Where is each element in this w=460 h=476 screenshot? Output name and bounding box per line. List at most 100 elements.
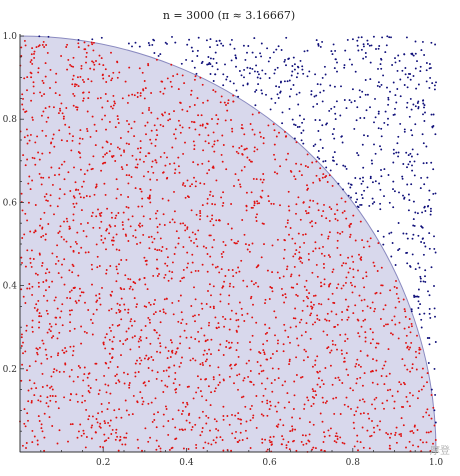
point-inside (117, 122, 120, 124)
point-inside (186, 266, 189, 269)
point-inside (284, 293, 287, 296)
point-outside (430, 388, 433, 391)
point-outside (414, 295, 417, 298)
point-outside (422, 237, 424, 240)
point-outside (259, 77, 262, 80)
point-inside (287, 336, 290, 338)
point-inside (336, 438, 339, 440)
point-inside (411, 363, 414, 366)
point-inside (137, 446, 140, 449)
point-outside (346, 38, 349, 41)
point-outside (428, 232, 431, 235)
point-outside (407, 163, 410, 166)
point-outside (423, 104, 426, 107)
point-inside (206, 352, 209, 355)
point-outside (424, 111, 426, 114)
point-inside (22, 108, 25, 111)
point-inside (312, 446, 315, 449)
point-inside (312, 402, 315, 405)
point-inside (191, 426, 194, 428)
point-inside (83, 81, 85, 83)
point-inside (388, 444, 391, 447)
point-inside (92, 41, 95, 44)
point-inside (237, 417, 240, 420)
point-inside (242, 395, 245, 398)
point-inside (290, 273, 293, 276)
point-outside (361, 197, 364, 200)
point-inside (91, 333, 94, 336)
point-inside (31, 179, 34, 182)
point-inside (230, 341, 233, 344)
point-inside (197, 229, 200, 232)
point-inside (43, 436, 46, 439)
point-inside (159, 351, 162, 354)
point-inside (90, 263, 93, 266)
point-inside (26, 158, 29, 161)
point-inside (266, 399, 269, 402)
point-inside (40, 427, 43, 430)
point-inside (24, 212, 27, 215)
point-inside (230, 227, 233, 230)
point-inside (182, 268, 185, 271)
point-inside (237, 266, 240, 269)
point-inside (165, 247, 168, 250)
point-inside (274, 316, 277, 319)
point-inside (235, 271, 238, 274)
point-inside (91, 167, 94, 170)
point-inside (339, 436, 342, 439)
point-inside (293, 265, 296, 268)
point-outside (316, 83, 319, 86)
point-outside (300, 132, 303, 134)
point-inside (26, 134, 29, 137)
point-inside (88, 195, 91, 198)
point-inside (144, 87, 147, 90)
point-inside (186, 385, 189, 388)
point-inside (159, 310, 162, 313)
point-inside (80, 325, 83, 328)
point-inside (193, 176, 195, 179)
point-inside (298, 257, 301, 260)
point-inside (253, 150, 256, 153)
point-inside (304, 233, 307, 236)
point-inside (182, 152, 185, 155)
point-inside (48, 151, 51, 154)
point-inside (85, 235, 88, 238)
point-outside (272, 51, 275, 54)
point-outside (416, 102, 419, 104)
point-inside (93, 193, 96, 196)
point-inside (427, 431, 430, 434)
point-inside (209, 190, 212, 193)
point-inside (235, 363, 237, 366)
point-inside (255, 178, 258, 181)
point-outside (434, 251, 437, 254)
point-inside (102, 155, 105, 158)
point-inside (231, 127, 234, 130)
point-outside (315, 39, 318, 42)
point-inside (150, 356, 153, 358)
point-inside (316, 355, 319, 358)
point-outside (366, 43, 369, 45)
point-outside (322, 160, 325, 163)
point-inside (45, 309, 48, 312)
point-outside (411, 237, 414, 240)
point-outside (233, 47, 236, 50)
point-outside (423, 183, 426, 186)
point-inside (71, 78, 74, 81)
point-outside (380, 58, 383, 61)
point-inside (105, 269, 108, 271)
point-inside (129, 348, 132, 351)
point-inside (90, 41, 93, 44)
point-inside (23, 39, 26, 42)
point-outside (364, 79, 367, 81)
point-inside (298, 170, 301, 173)
point-inside (104, 161, 107, 164)
point-inside (186, 179, 189, 182)
point-inside (68, 126, 71, 129)
point-inside (25, 110, 28, 113)
point-inside (112, 154, 115, 157)
point-inside (49, 204, 52, 207)
point-outside (412, 224, 415, 227)
point-inside (180, 413, 183, 415)
point-outside (334, 58, 337, 61)
point-inside (342, 262, 345, 265)
